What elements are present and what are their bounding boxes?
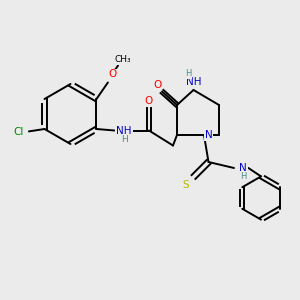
Text: CH₃: CH₃ (115, 55, 131, 64)
Text: N: N (239, 163, 247, 173)
Text: O: O (145, 95, 153, 106)
Text: H: H (121, 135, 128, 144)
Text: O: O (153, 80, 162, 90)
Text: H: H (240, 172, 246, 181)
Text: O: O (108, 69, 116, 80)
Text: NH: NH (116, 125, 132, 136)
Text: N: N (205, 130, 212, 140)
Text: S: S (183, 179, 189, 190)
Text: H: H (185, 69, 191, 78)
Text: NH: NH (186, 76, 201, 87)
Text: Cl: Cl (13, 127, 23, 137)
